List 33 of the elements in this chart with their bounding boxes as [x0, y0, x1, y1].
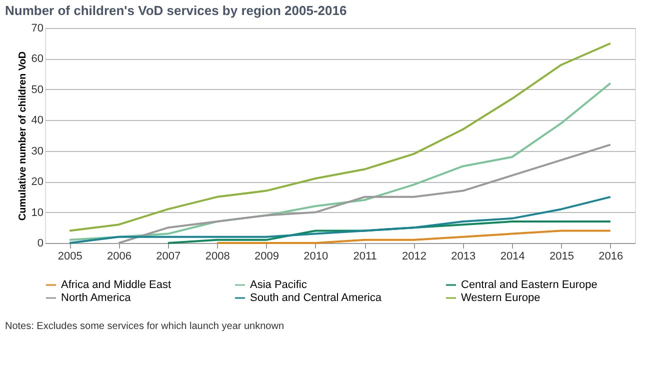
- line-series: [68, 42, 612, 232]
- y-tick-label: 30: [31, 145, 44, 158]
- legend-label: Asia Pacific: [250, 279, 308, 291]
- text: Notes: Excludes some services for which launch year unknown: [5, 321, 284, 332]
- y-axis-title: Cumulative number of children VoD: [17, 51, 28, 221]
- line-series: [68, 196, 612, 244]
- x-tick-label: 2013: [451, 250, 476, 262]
- x-tick-label: 2005: [58, 250, 82, 262]
- x-tick-label: 2015: [550, 250, 574, 262]
- y-tick-label: 60: [31, 53, 44, 66]
- legend-label: Africa and Middle East: [61, 279, 172, 291]
- y-tick-label: 40: [31, 114, 44, 127]
- x-tick-label: 2016: [598, 250, 624, 262]
- y-tick-label: 10: [31, 206, 44, 219]
- x-tick-label: 2014: [500, 250, 525, 262]
- x-tick-label: 2006: [107, 250, 132, 262]
- x-tick-label: 2008: [205, 250, 230, 262]
- legend-label: Western Europe: [461, 292, 540, 304]
- chart-title: Number of children's VoD services by region 2005-2016: [5, 3, 347, 18]
- y-tick-label: 20: [31, 176, 44, 188]
- x-tick-label: 2011: [353, 250, 377, 262]
- legend-label: South and Central America: [250, 292, 382, 304]
- y-tick-label: 70: [31, 22, 44, 34]
- x-tick-label: 2009: [254, 250, 279, 262]
- line-series: [216, 230, 612, 244]
- x-tick-label: 2012: [402, 250, 426, 262]
- legend-label: Central and Eastern Europe: [461, 279, 598, 291]
- x-tick-label: 2010: [304, 250, 328, 262]
- x-tick-label: 2007: [156, 250, 181, 262]
- line-series: [68, 82, 612, 241]
- legend-label: North America: [61, 292, 132, 304]
- y-tick-label: 50: [31, 84, 44, 96]
- y-tick-label: 0: [37, 238, 44, 250]
